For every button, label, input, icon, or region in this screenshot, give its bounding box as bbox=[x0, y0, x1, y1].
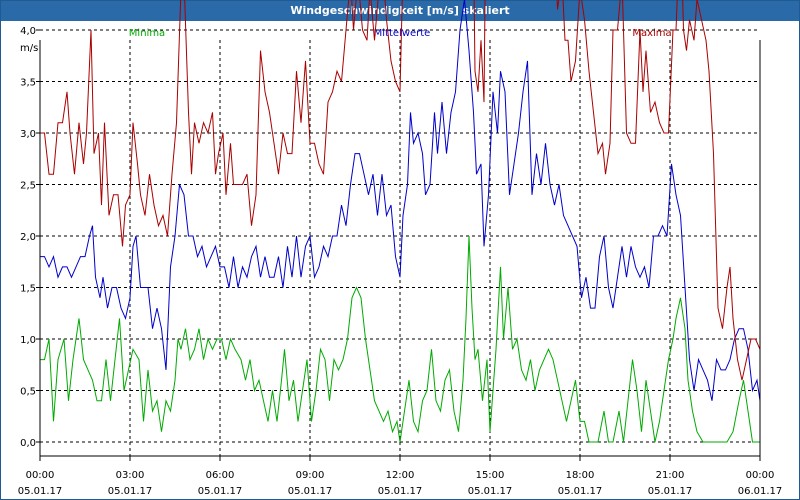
x-tick-date: 05.01.17 bbox=[378, 486, 423, 497]
y-axis-ticks: 0,00,51,01,52,02,53,03,54,04,55,05,56,06… bbox=[20, 26, 40, 449]
y-tick-label: 4,0 bbox=[20, 26, 36, 37]
x-tick-date: 05.01.17 bbox=[288, 486, 333, 497]
series-line-maxima bbox=[40, 0, 761, 381]
x-tick-date: 05.01.17 bbox=[558, 486, 603, 497]
legend: Minima Mittelwerte Maxima bbox=[129, 28, 672, 39]
x-tick-date: 06.01.17 bbox=[738, 486, 783, 497]
window-title: Windgeschwindigkeit [m/s] skaliert bbox=[1, 1, 799, 21]
y-tick-label: 0,0 bbox=[20, 438, 36, 449]
y-tick-label: 3,5 bbox=[20, 78, 36, 89]
y-tick-label: 2,5 bbox=[20, 181, 36, 192]
x-tick-time: 09:00 bbox=[296, 470, 325, 481]
y-tick-label: 2,0 bbox=[20, 232, 36, 243]
y-tick-label: 1,0 bbox=[20, 335, 36, 346]
series-line-minima bbox=[40, 235, 760, 443]
x-tick-date: 05.01.17 bbox=[18, 486, 63, 497]
y-tick-label: 0,5 bbox=[20, 387, 36, 398]
legend-minima: Minima bbox=[129, 28, 165, 39]
x-tick-date: 05.01.17 bbox=[108, 486, 153, 497]
x-tick-time: 21:00 bbox=[656, 470, 685, 481]
x-tick-date: 05.01.17 bbox=[468, 486, 513, 497]
x-tick-time: 12:00 bbox=[386, 470, 415, 481]
x-tick-date: 05.01.17 bbox=[198, 486, 243, 497]
y-tick-label: 3,0 bbox=[20, 129, 36, 140]
legend-maxima: Maxima bbox=[632, 28, 671, 39]
x-tick-time: 18:00 bbox=[566, 470, 595, 481]
x-tick-time: 03:00 bbox=[116, 470, 145, 481]
x-tick-time: 15:00 bbox=[476, 470, 505, 481]
x-tick-time: 00:00 bbox=[746, 470, 775, 481]
x-tick-time: 00:00 bbox=[26, 470, 55, 481]
series bbox=[40, 0, 761, 443]
x-tick-date: 05.01.17 bbox=[648, 486, 693, 497]
y-tick-label: 1,5 bbox=[20, 284, 36, 295]
x-axis-ticks: 00:00 05.01.17 03:00 05.01.17 06:00 05.01.17 0… bbox=[18, 456, 783, 497]
x-tick-time: 06:00 bbox=[206, 470, 235, 481]
grid bbox=[40, 29, 760, 456]
y-axis-label: m/s bbox=[20, 43, 38, 54]
legend-mittelwerte: Mittelwerte bbox=[374, 28, 431, 39]
series-line-mittelwerte bbox=[40, 0, 761, 401]
